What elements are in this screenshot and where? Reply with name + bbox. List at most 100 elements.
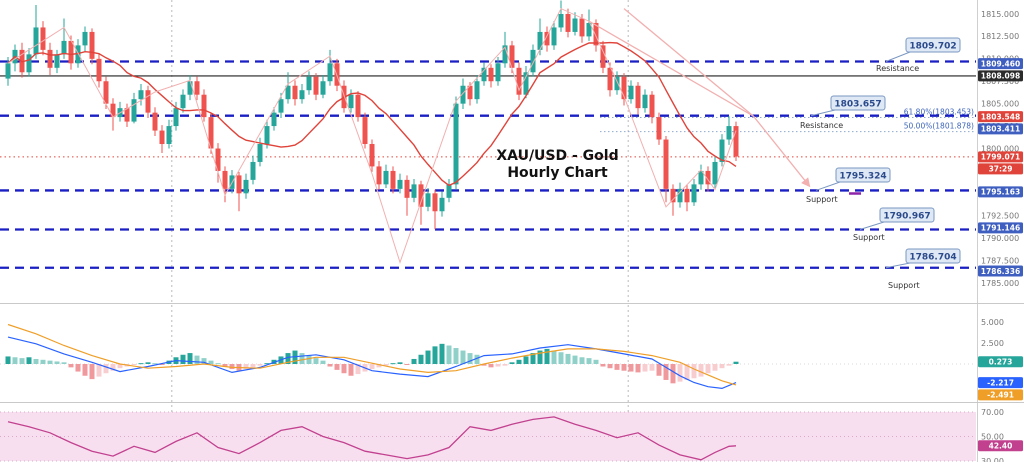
bear-candle (313, 76, 319, 95)
bull-candle (75, 45, 81, 64)
bear-candle (215, 148, 221, 171)
bear-candle (47, 49, 53, 68)
bull-candle (523, 72, 529, 95)
bull-candle (306, 76, 312, 91)
macd-histogram-bar (82, 364, 88, 376)
bull-candle (677, 188, 683, 203)
bear-candle (40, 27, 46, 50)
axis-tick-label: 1785.000 (981, 279, 1019, 288)
bull-candle (180, 94, 186, 109)
rsi-badge (978, 440, 1023, 452)
price-badge-text: 1799.071 (981, 153, 1020, 162)
bull-candle (33, 27, 39, 55)
callout-pointer (885, 51, 911, 62)
axis-tick-label: 1815.000 (981, 10, 1019, 19)
price-callout-box[interactable] (905, 248, 961, 264)
price-callout-box[interactable] (835, 167, 891, 183)
macd-histogram-bar (285, 353, 291, 364)
price-badge-text: 1803.411 (981, 125, 1020, 134)
macd-histogram-bar (327, 364, 333, 367)
bear-candle (733, 126, 739, 157)
bull-candle (397, 179, 403, 189)
macd-histogram-bar (292, 350, 298, 364)
bull-candle (54, 54, 60, 68)
price-callout-label: 1795.324 (839, 172, 886, 182)
rsi-badge-text: 42.40 (989, 442, 1013, 451)
macd-histogram-bar (418, 354, 424, 364)
macd-histogram-bar (201, 358, 207, 364)
axis-tick-label: 2.500 (981, 339, 1004, 348)
bull-candle (278, 99, 284, 113)
bear-candle (68, 40, 74, 64)
macd-histogram-bar (439, 343, 445, 364)
macd-histogram-bar (103, 364, 109, 374)
price-badge-text: 1795.163 (981, 188, 1020, 197)
bull-candle (726, 126, 732, 140)
macd-badge (978, 389, 1023, 401)
macd-histogram-bar (726, 364, 732, 366)
bull-candle (383, 170, 389, 185)
macd-histogram-bar (586, 358, 592, 364)
macd-histogram-bar (593, 359, 599, 364)
forecast-path[interactable] (623, 8, 754, 117)
macd-histogram-bar (89, 364, 95, 380)
macd-histogram-bar (222, 364, 228, 367)
price-badge (978, 58, 1023, 70)
price-callout-box[interactable] (879, 207, 935, 223)
axis-tick-label: 5.000 (981, 318, 1004, 327)
level-role-label: Resistance (800, 121, 843, 130)
callout-pointer (885, 262, 911, 269)
level-role-label: Support (806, 195, 838, 204)
bull-candle (271, 112, 277, 127)
rsi-line (7, 416, 737, 461)
macd-badge (978, 356, 1023, 368)
price-callout-box[interactable] (830, 95, 886, 111)
bear-candle (222, 170, 228, 189)
macd-histogram-bar (537, 350, 543, 364)
macd-histogram-bar (677, 364, 683, 382)
bear-candle (362, 117, 368, 145)
bull-candle (586, 22, 592, 37)
macd-histogram-bar (131, 364, 137, 365)
bull-candle (327, 63, 333, 82)
macd-histogram-bar (117, 364, 123, 369)
bull-candle (264, 126, 270, 145)
macd-histogram-bar (348, 364, 354, 376)
macd-histogram-bar (187, 353, 193, 364)
bear-candle (159, 130, 165, 145)
bear-candle (404, 179, 410, 198)
bull-candle (425, 193, 431, 207)
macd-histogram-bar (558, 352, 564, 364)
macd-badge (978, 377, 1023, 389)
macd-histogram-bar (453, 348, 459, 364)
axis-tick-label: 1805.000 (981, 99, 1019, 108)
bull-candle (131, 99, 137, 122)
bear-candle (488, 67, 494, 82)
macd-histogram-bar (432, 346, 438, 364)
bull-candle (481, 67, 487, 82)
axis-tick-label: 1790.000 (981, 234, 1019, 243)
price-callout-box[interactable] (905, 37, 961, 53)
bull-candle (173, 108, 179, 127)
bear-candle (145, 90, 151, 113)
macd-histogram-bar (33, 358, 39, 364)
bull-candle (495, 63, 501, 82)
macd-histogram-bar (306, 355, 312, 364)
price-badge-text: 1809.460 (981, 59, 1020, 68)
bull-candle (348, 94, 354, 109)
macd-histogram-bar (257, 364, 263, 366)
macd-badge-text: 0.273 (989, 358, 1013, 367)
price-badge-text: 1791.146 (981, 224, 1020, 233)
level-role-label: Resistance (876, 64, 919, 73)
axis-tick-label: 1807.500 (981, 77, 1019, 86)
bear-candle (621, 76, 627, 100)
macd-histogram-bar (663, 364, 669, 380)
bear-candle (516, 67, 522, 95)
bull-candle (187, 81, 193, 95)
macd-histogram-bar (509, 362, 515, 364)
zigzag-trendline[interactable] (7, 7, 737, 264)
macd-histogram-bar (208, 360, 214, 364)
bull-candle (257, 144, 263, 162)
